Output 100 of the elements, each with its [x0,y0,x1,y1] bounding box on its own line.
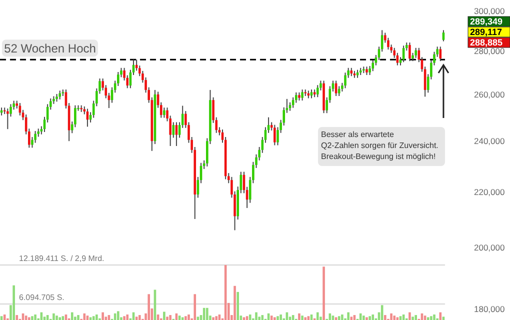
bar [347,312,350,320]
bar [439,312,442,320]
bar [414,315,417,320]
bar [258,316,260,320]
bar [236,292,239,320]
bar [96,314,98,320]
bar [426,317,430,320]
y-tick-label: 200,000 [474,242,505,252]
bar [215,316,218,320]
candlestick [316,84,319,98]
candlestick [344,72,346,89]
bar [166,316,168,320]
bar [368,316,371,320]
bar [372,314,374,320]
bar [56,316,58,320]
bar [3,314,6,320]
bar [234,286,236,320]
ref-line-label: 6.094.705 S. [19,293,64,302]
bar [212,317,214,320]
bar [322,266,325,320]
bar [307,316,310,320]
text: 289,349 [470,16,503,27]
candlestick [6,108,9,130]
candlestick [34,130,36,144]
bar [77,315,80,320]
text: 289,117 [470,27,502,38]
bar [350,316,353,320]
bar [399,316,402,320]
bar [261,315,264,320]
bar [83,313,86,320]
bar [52,313,55,320]
bar [362,316,365,320]
bar [58,317,61,320]
bar [188,314,190,320]
bar [246,316,248,320]
bar [393,316,396,320]
bar [298,313,300,320]
candlestick [414,47,417,58]
bar [288,316,292,320]
bar [92,316,95,320]
bar [102,312,104,320]
bar [138,315,141,320]
bar [181,317,184,320]
bar [62,316,64,320]
candlestick [408,42,411,62]
bar [43,316,46,320]
bar [163,312,166,320]
bar [276,316,279,320]
ref-line-label: 12.189.411 S. / 2,9 Mrd. [19,254,104,263]
bar [408,312,411,320]
bar [255,312,258,320]
bar [301,316,304,320]
y-tick-label: 280,000 [474,46,505,56]
bar [184,316,187,320]
bar [28,317,30,320]
bar [384,315,386,320]
bar [148,294,150,320]
bar [359,313,362,320]
candlestick [439,46,442,62]
candlestick [163,107,166,118]
y-tick-label: 220,000 [474,186,505,197]
bar [366,317,368,320]
bar [442,316,445,320]
candlestick [274,124,276,146]
bar [31,316,34,320]
candlestick [442,30,445,42]
bar [117,311,120,320]
y-tick-label: 260,000 [474,89,505,100]
text: 288,885 [470,38,503,48]
y-tick-label: 300,000 [474,6,505,16]
bar [34,314,36,320]
bar [248,314,252,320]
y-tick-label: 180,000 [474,304,505,314]
candlestick [172,122,175,138]
candlestick [338,86,340,96]
bar [16,315,18,320]
bar [304,317,307,320]
bar [280,314,282,320]
y-tick-label: 240,000 [474,136,505,146]
bar [196,316,200,320]
bar [194,294,196,320]
bar [316,312,319,320]
bar [274,317,276,320]
bar [0,316,3,320]
bar [135,316,138,320]
ref-line-label: 52 Wochen Hoch [4,42,96,56]
bar [123,316,126,320]
bar [430,316,432,320]
bar [390,313,392,320]
bar [320,316,322,320]
bar [126,314,129,320]
bar [412,316,414,320]
bar [104,316,108,320]
bar [433,314,436,320]
bar [338,316,340,320]
bar [206,308,208,320]
candlestick [301,89,304,102]
bar [70,312,74,320]
candlestick [387,37,390,50]
bar [74,316,76,320]
